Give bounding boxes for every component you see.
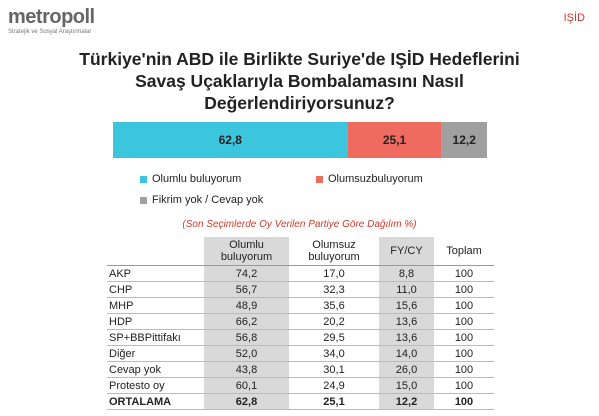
logo: metropoll [8,6,95,28]
title-line: Değerlendiriyorsunuz? [204,93,395,113]
table-cell: 32,3 [289,281,379,298]
table-cell: 56,8 [204,329,289,346]
value-label: 62,8 [219,133,243,147]
table-cell: 100 [434,281,494,298]
value-label: 25,1 [383,133,407,147]
header-row: Olumlu buluyorum Olumsuz buluyorum FY/CY To… [107,237,494,266]
table-cell: 100 [434,265,494,282]
table-cell: AKP [107,265,204,282]
header-cell: Toplam [434,237,494,266]
table-cell: 52,0 [204,345,289,362]
table-row: Cevap yok 43,8 30,1 26,0 100 [107,361,494,378]
value-label: 12,2 [453,133,477,147]
table-cell: 34,0 [289,345,379,362]
chart-title: Türkiye'nin ABD ile Birlikte Suriye'de I… [0,48,599,114]
legend-swatch [140,196,147,204]
header-cell [107,237,204,266]
table-cell: 35,6 [289,297,379,314]
table-cell: 100 [434,377,494,394]
table-cell: CHP [107,281,204,298]
logo-subtitle: Stratejik ve Sosyal Araştırmalar [8,29,92,35]
bar-segment [113,122,348,158]
table-cell: 20,2 [289,313,379,330]
table-cell: 74,2 [204,265,289,282]
table-cell: 100 [434,361,494,378]
stacked-bar: 62,8 25,1 12,2 [113,122,487,158]
legend-item: Olumlu buluyorum [140,173,241,185]
table-cell: 24,9 [289,377,379,394]
bar-segment [441,122,487,158]
title-line: Türkiye'nin ABD ile Birlikte Suriye'de I… [79,49,520,69]
topic-tag: IŞİD [563,12,585,24]
table-row: HDP 66,2 20,2 13,6 100 [107,313,494,330]
legend-item: Fikrim yok / Cevap yok [140,194,263,206]
table-row: MHP 48,9 35,6 15,6 100 [107,297,494,314]
table-cell: 66,2 [204,313,289,330]
legend-item: Olumsuzbuluyorum [316,173,423,185]
table-cell: 11,0 [379,281,434,298]
table-cell: 15,6 [379,297,434,314]
table-cell: 62,8 [204,393,289,410]
table-cell: 60,1 [204,377,289,394]
table-row: ORTALAMA 62,8 25,1 12,2 100 [107,393,494,410]
header-cell: Olumlu buluyorum [204,237,289,266]
table-cell: 15,0 [379,377,434,394]
table-cell: 30,1 [289,361,379,378]
table-row: CHP 56,7 32,3 11,0 100 [107,281,494,298]
table-cell: 14,0 [379,345,434,362]
table-cell: 56,7 [204,281,289,298]
table-cell: 100 [434,393,494,410]
table-cell: 25,1 [289,393,379,410]
table-cell: Cevap yok [107,361,204,378]
table-cell: 100 [434,313,494,330]
bar-segment [347,122,442,158]
table-cell: ORTALAMA [107,393,204,410]
table-cell: 29,5 [289,329,379,346]
data-table: Olumlu buluyorum Olumsuz buluyorum FY/CY To… [107,237,494,410]
table-cell: 8,8 [379,265,434,282]
table-cell: 100 [434,297,494,314]
header-cell: Olumsuz buluyorum [289,237,379,266]
table-cell: MHP [107,297,204,314]
legend-label: Fikrim yok / Cevap yok [152,194,264,206]
table-cell: 100 [434,345,494,362]
table-cell: 26,0 [379,361,434,378]
legend-label: Olumlu buluyorum [152,173,242,185]
legend-swatch [140,175,147,183]
table-cell: Protesto oy [107,377,204,394]
table-cell: Diğer [107,345,204,362]
table-cell: 13,6 [379,313,434,330]
table-cell: 43,8 [204,361,289,378]
legend-label: Olumsuzbuluyorum [328,173,423,185]
table-row: SP+BBPittifakı 56,8 29,5 13,6 100 [107,329,494,346]
table-cell: 48,9 [204,297,289,314]
table-row: Protesto oy 60,1 24,9 15,0 100 [107,377,494,394]
table-cell: 17,0 [289,265,379,282]
title-line: Savaş Uçaklarıyla Bombalamasını Nasıl [135,71,464,91]
table-caption: (Son Seçimlerde Oy Verilen Partiye Göre … [182,219,417,230]
table-row: Diğer 52,0 34,0 14,0 100 [107,345,494,362]
table-cell: 13,6 [379,329,434,346]
table-cell: HDP [107,313,204,330]
table-cell: SP+BBPittifakı [107,329,204,346]
table-row: AKP 74,2 17,0 8,8 100 [107,265,494,282]
legend-swatch [316,175,323,183]
table-cell: 12,2 [379,393,434,410]
header-cell: FY/CY [379,237,434,266]
table-cell: 100 [434,329,494,346]
